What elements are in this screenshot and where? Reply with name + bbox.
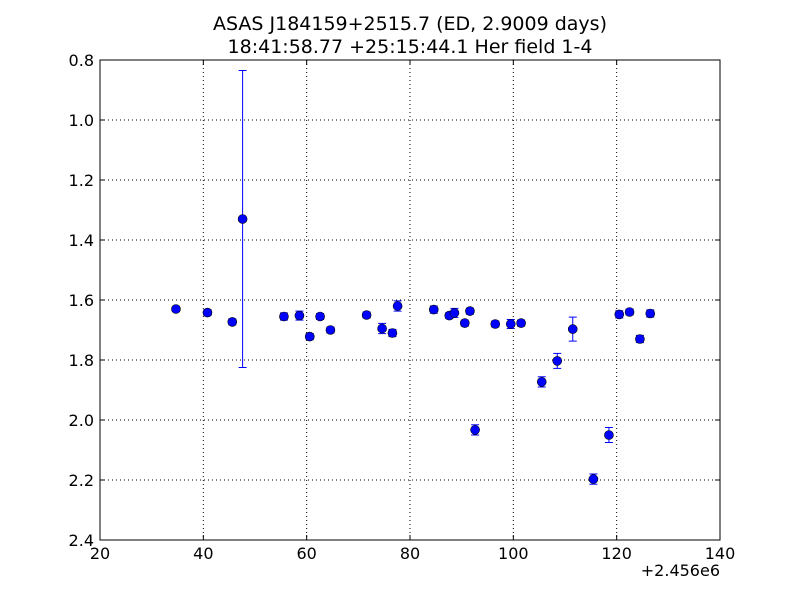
data-point	[459, 318, 470, 328]
data-marker	[536, 377, 547, 387]
data-point	[227, 317, 238, 327]
data-marker	[552, 356, 563, 366]
data-point	[171, 304, 181, 314]
data-point	[387, 328, 398, 338]
y-tick-label: 2.0	[69, 411, 94, 430]
data-marker	[315, 311, 325, 322]
y-tick-label: 0.8	[69, 51, 94, 70]
data-marker	[202, 307, 213, 318]
data-marker	[635, 334, 645, 344]
data-marker	[604, 430, 614, 440]
data-marker	[387, 328, 398, 338]
x-tick-label: 40	[193, 544, 213, 563]
data-marker	[279, 311, 289, 322]
chart-title: ASAS J184159+2515.7 (ED, 2.9009 days) 18…	[213, 13, 607, 58]
y-tick-label: 1.0	[69, 111, 94, 130]
data-point	[588, 473, 599, 485]
data-marker	[567, 324, 578, 334]
data-marker	[392, 301, 403, 311]
y-tick-label: 2.2	[69, 471, 94, 490]
data-marker	[459, 318, 470, 328]
data-marker	[588, 474, 599, 484]
x-offset-label: +2.456e6	[641, 561, 720, 580]
data-point	[294, 310, 305, 321]
data-point	[614, 309, 625, 320]
data-point	[377, 322, 387, 335]
data-marker	[614, 309, 625, 320]
data-point	[624, 307, 635, 317]
data-point	[470, 424, 480, 436]
x-tick-label: 140	[705, 544, 736, 563]
data-point	[449, 307, 460, 318]
data-marker	[294, 310, 305, 321]
data-marker	[227, 317, 238, 327]
data-marker	[490, 319, 501, 329]
data-point	[645, 308, 656, 319]
data-point	[567, 316, 578, 342]
data-point	[392, 300, 403, 312]
x-tick-label: 20	[90, 544, 110, 563]
x-tick-label: 80	[400, 544, 420, 563]
x-tick-labels: 20 40 60 80 100 120 140	[90, 544, 735, 563]
y-tick-label: 1.4	[69, 231, 94, 250]
data-point	[490, 319, 501, 329]
y-tick-label: 2.4	[69, 531, 94, 550]
data-marker	[465, 306, 475, 316]
data-point	[505, 319, 516, 329]
data-marker	[624, 307, 635, 317]
data-marker	[377, 323, 387, 334]
data-marker	[449, 308, 460, 318]
data-point	[465, 306, 475, 316]
grid	[100, 60, 720, 540]
data-marker	[171, 304, 181, 314]
data-point	[536, 376, 547, 388]
data-point	[361, 310, 372, 320]
data-point	[202, 307, 213, 318]
data-marker	[428, 304, 439, 315]
data-point	[635, 334, 645, 344]
x-tick-label: 120	[601, 544, 632, 563]
data-points	[171, 70, 656, 485]
x-tick-label: 60	[296, 544, 316, 563]
data-marker	[505, 319, 516, 329]
data-marker	[237, 214, 248, 224]
y-tick-label: 1.8	[69, 351, 94, 370]
x-tick-label: 100	[498, 544, 529, 563]
chart-title-line-2: 18:41:58.77 +25:15:44.1 Her field 1-4	[228, 36, 593, 58]
data-point	[237, 70, 248, 368]
y-tick-label: 1.6	[69, 291, 94, 310]
data-marker	[325, 325, 336, 335]
data-point	[428, 304, 439, 315]
y-tick-label: 1.2	[69, 171, 94, 190]
data-point	[604, 427, 614, 443]
chart-title-line-1: ASAS J184159+2515.7 (ED, 2.9009 days)	[213, 13, 607, 35]
data-marker	[361, 310, 372, 320]
data-point	[552, 352, 563, 369]
data-point	[325, 325, 336, 335]
data-point	[315, 311, 325, 322]
data-marker	[470, 425, 480, 435]
plot-frame	[99, 59, 721, 541]
data-point	[304, 331, 315, 342]
data-marker	[516, 318, 526, 328]
data-point	[279, 311, 289, 322]
data-point	[516, 318, 526, 328]
data-marker	[645, 308, 656, 319]
y-tick-labels: 0.8 1.0 1.2 1.4 1.6 1.8 2.0 2.2 2.4	[69, 51, 94, 550]
data-marker	[304, 331, 315, 342]
